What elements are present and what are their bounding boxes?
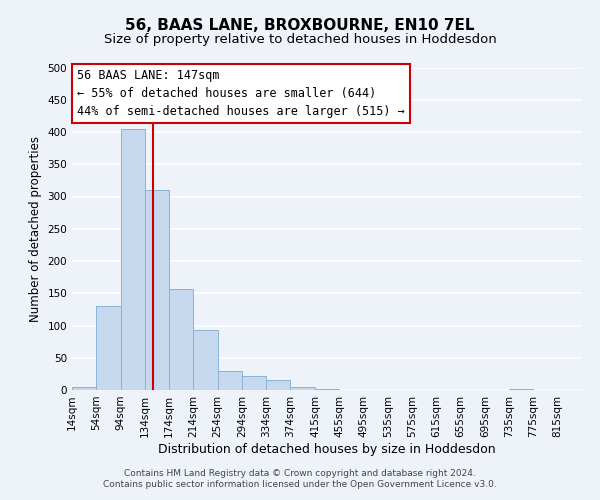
Bar (145, 190, 169, 390)
Bar (266, 380, 290, 390)
Bar (218, 370, 242, 390)
Text: Size of property relative to detached houses in Hoddesdon: Size of property relative to detached ho… (104, 32, 496, 46)
Bar (290, 387, 314, 390)
Bar (72, 387, 96, 390)
Text: 56, BAAS LANE, BROXBOURNE, EN10 7EL: 56, BAAS LANE, BROXBOURNE, EN10 7EL (125, 18, 475, 32)
X-axis label: Distribution of detached houses by size in Hoddesdon: Distribution of detached houses by size … (158, 442, 496, 456)
Text: Contains HM Land Registry data © Crown copyright and database right 2024.: Contains HM Land Registry data © Crown c… (124, 468, 476, 477)
Text: 56 BAAS LANE: 147sqm
← 55% of detached houses are smaller (644)
44% of semi-deta: 56 BAAS LANE: 147sqm ← 55% of detached h… (77, 69, 405, 118)
Bar (96, 306, 121, 390)
Text: Contains public sector information licensed under the Open Government Licence v3: Contains public sector information licen… (103, 480, 497, 489)
Bar (242, 376, 266, 390)
Bar (121, 129, 145, 390)
Y-axis label: Number of detached properties: Number of detached properties (29, 136, 42, 322)
Bar (169, 288, 193, 390)
Bar (193, 330, 218, 390)
